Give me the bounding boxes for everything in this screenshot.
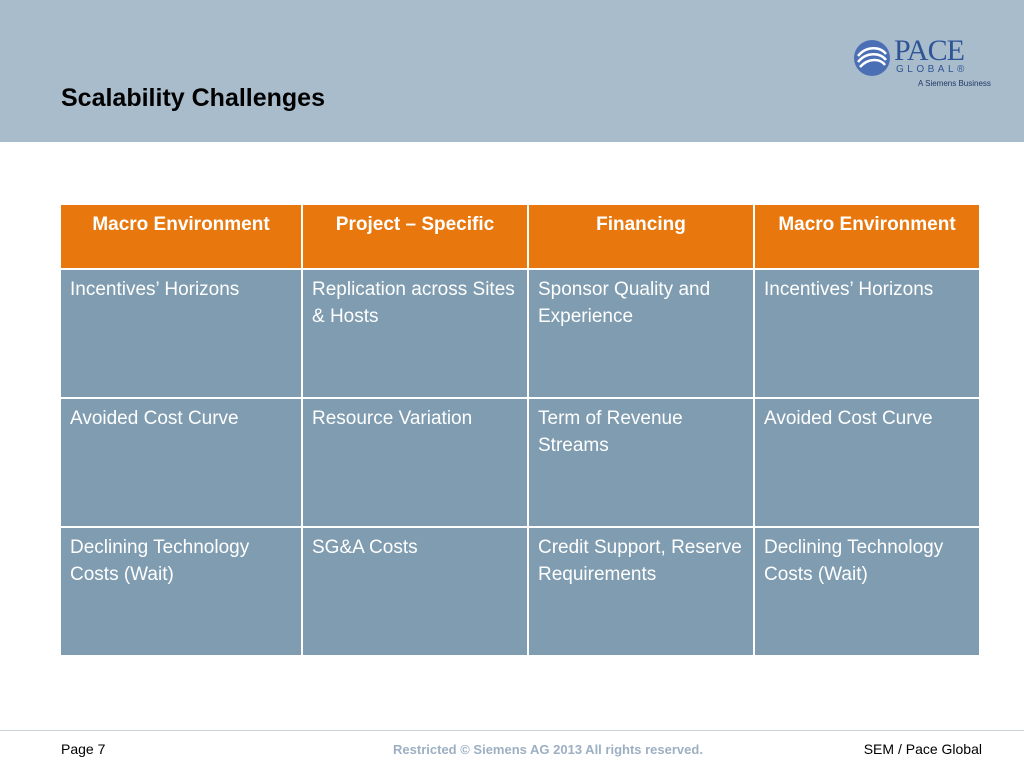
table-cell: Incentives’ Horizons xyxy=(59,268,303,399)
table-cell: Replication across Sites & Hosts xyxy=(301,268,529,399)
logo: PACE GLOBAL® A Siemens Business xyxy=(852,34,992,92)
table-row: Declining Technology Costs (Wait) SG&A Co… xyxy=(59,526,981,657)
logo-tagline: A Siemens Business xyxy=(918,79,991,88)
footer-rule xyxy=(0,730,1024,731)
table-cell: Credit Support, Reserve Requirements xyxy=(527,526,755,657)
table-cell: Declining Technology Costs (Wait) xyxy=(59,526,303,657)
challenges-table: Macro Environment Project – Specific Finan… xyxy=(59,203,981,657)
column-header: Macro Environment xyxy=(59,203,303,270)
table-cell: Avoided Cost Curve xyxy=(59,397,303,528)
column-header: Macro Environment xyxy=(753,203,981,270)
logo-name: PACE xyxy=(894,34,965,67)
table-cell: Incentives’ Horizons xyxy=(753,268,981,399)
table-cell: Sponsor Quality and Experience xyxy=(527,268,755,399)
page-number: Page 7 xyxy=(61,741,106,757)
table-cell: SG&A Costs xyxy=(301,526,529,657)
slide-title: Scalability Challenges xyxy=(61,84,325,112)
footer-source: SEM / Pace Global xyxy=(863,741,982,757)
logo-mark xyxy=(854,40,890,76)
logo-sub: GLOBAL® xyxy=(896,64,968,75)
table-cell: Resource Variation xyxy=(301,397,529,528)
table-cell: Declining Technology Costs (Wait) xyxy=(753,526,981,657)
header-band xyxy=(0,0,1024,142)
table-cell: Avoided Cost Curve xyxy=(753,397,981,528)
column-header: Financing xyxy=(527,203,755,270)
header-row: Macro Environment Project – Specific Finan… xyxy=(59,203,981,270)
table-row: Incentives’ Horizons Replication across S… xyxy=(59,268,981,399)
column-header: Project – Specific xyxy=(301,203,529,270)
footer-notice: Restricted © Siemens AG 2013 All rights … xyxy=(393,742,703,757)
table-row: Avoided Cost Curve Resource Variation Term… xyxy=(59,397,981,528)
table-cell: Term of Revenue Streams xyxy=(527,397,755,528)
